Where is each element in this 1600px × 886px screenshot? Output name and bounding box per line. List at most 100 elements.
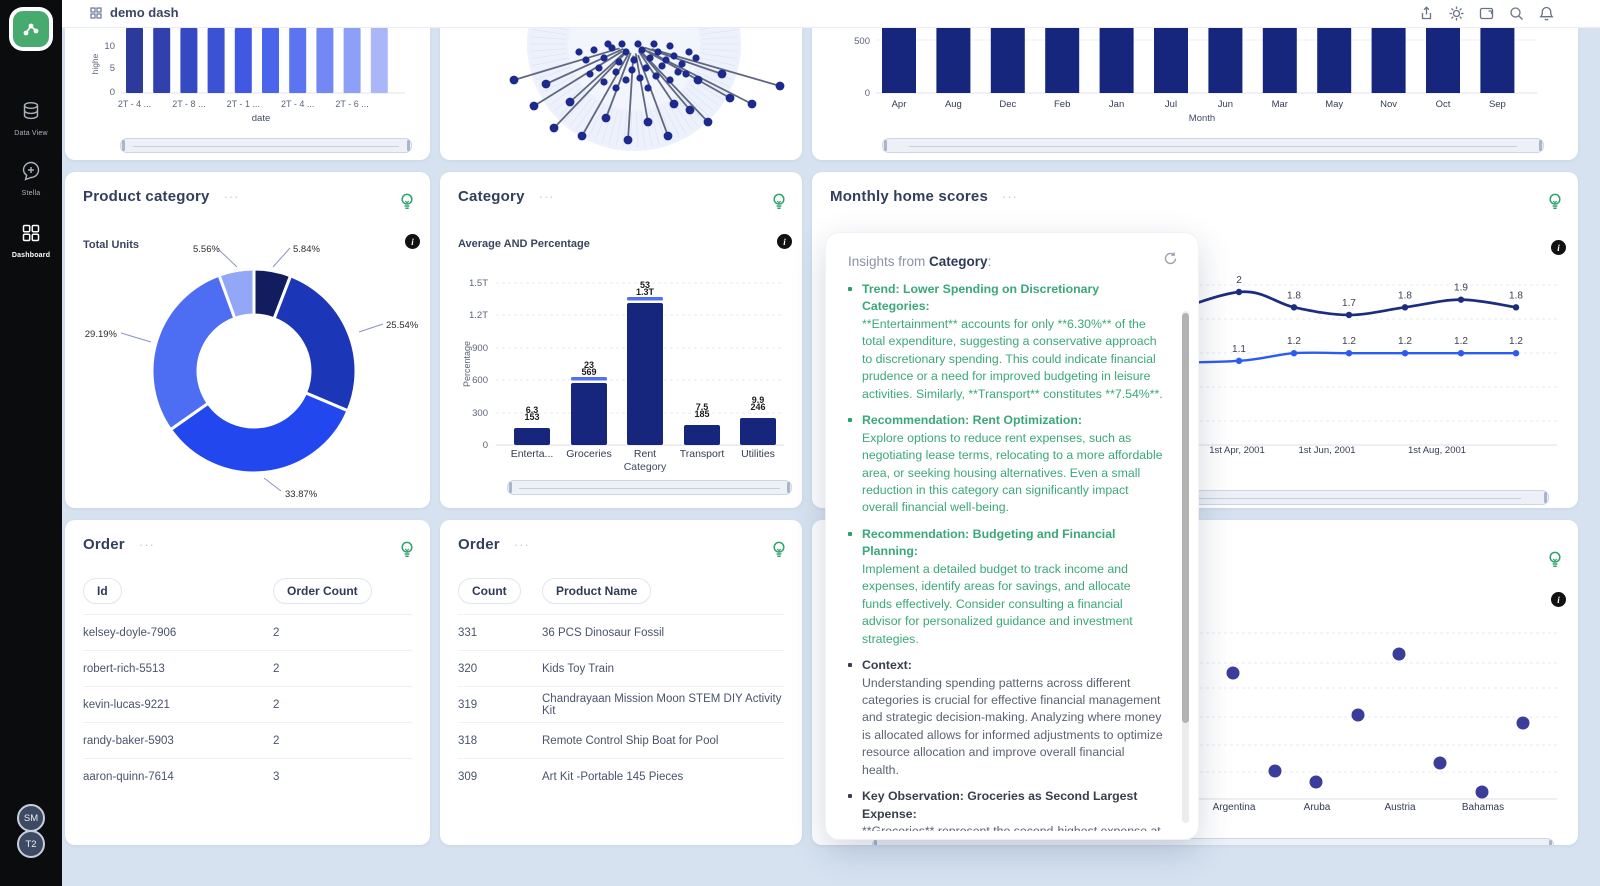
- network-node[interactable]: [612, 68, 620, 76]
- insights-bulb-icon[interactable]: [770, 540, 788, 563]
- bar[interactable]: [370, 28, 388, 93]
- chart-brush[interactable]: [882, 138, 1544, 153]
- settings-gear-icon[interactable]: [1447, 4, 1465, 22]
- data-point[interactable]: [1351, 708, 1365, 722]
- bar[interactable]: [289, 28, 307, 93]
- data-point[interactable]: [1401, 350, 1409, 357]
- network-node[interactable]: [600, 78, 608, 86]
- insights-bulb-icon[interactable]: [1546, 192, 1564, 215]
- card-menu-icon[interactable]: ···: [138, 537, 155, 552]
- network-node[interactable]: [644, 84, 652, 92]
- network-node[interactable]: [666, 42, 674, 50]
- table-row[interactable]: 320 Kids Toy Train: [458, 650, 784, 686]
- chart-brush[interactable]: [120, 138, 412, 153]
- network-node[interactable]: [582, 56, 590, 64]
- network-node[interactable]: [601, 113, 611, 123]
- info-icon[interactable]: i: [1551, 592, 1566, 607]
- donut-slice[interactable]: [217, 267, 256, 321]
- network-node[interactable]: [646, 54, 654, 62]
- table-row[interactable]: robert-rich-5513 2: [83, 650, 412, 686]
- bar[interactable]: [684, 425, 720, 445]
- insights-bulb-icon[interactable]: [1546, 550, 1564, 573]
- table-row[interactable]: aaron-quinn-7614 3: [83, 758, 412, 794]
- network-node[interactable]: [693, 75, 703, 85]
- card-menu-icon[interactable]: ···: [223, 189, 240, 204]
- table-row[interactable]: kelsey-doyle-7906 2: [83, 614, 412, 650]
- column-header[interactable]: Order Count: [273, 578, 372, 604]
- network-node[interactable]: [663, 131, 673, 141]
- insights-bulb-icon[interactable]: [398, 540, 416, 563]
- card-menu-icon[interactable]: ···: [538, 189, 555, 204]
- network-node[interactable]: [658, 62, 666, 70]
- data-point[interactable]: [1512, 350, 1520, 357]
- bar[interactable]: [234, 28, 252, 93]
- network-node[interactable]: [612, 84, 620, 92]
- table-row[interactable]: kevin-lucas-9221 2: [83, 686, 412, 722]
- bar[interactable]: [1045, 28, 1080, 93]
- network-node[interactable]: [725, 93, 735, 103]
- data-point[interactable]: [1392, 647, 1406, 661]
- network-node[interactable]: [638, 46, 646, 54]
- network-node[interactable]: [674, 68, 682, 76]
- bar[interactable]: [153, 28, 171, 93]
- table-row[interactable]: 331 36 PCS Dinosaur Fossil: [458, 614, 784, 650]
- bar[interactable]: [990, 28, 1025, 93]
- donut-slice[interactable]: [168, 390, 350, 475]
- avatar[interactable]: SM: [17, 804, 45, 832]
- app-logo[interactable]: [9, 7, 53, 51]
- network-node[interactable]: [634, 40, 642, 48]
- network-node[interactable]: [509, 75, 519, 85]
- bar[interactable]: [1208, 28, 1243, 93]
- network-node[interactable]: [678, 60, 686, 68]
- donut-slice[interactable]: [150, 273, 237, 432]
- data-point[interactable]: [1345, 350, 1353, 357]
- network-node[interactable]: [586, 70, 594, 78]
- card-menu-icon[interactable]: ···: [1002, 189, 1018, 204]
- network-node[interactable]: [670, 52, 678, 60]
- bar[interactable]: [936, 28, 971, 93]
- network-node[interactable]: [775, 81, 785, 91]
- popup-scrollbar-thumb[interactable]: [1182, 313, 1189, 723]
- chart-brush[interactable]: [507, 480, 792, 495]
- network-node[interactable]: [636, 74, 644, 82]
- table-row[interactable]: 318 Remote Control Ship Boat for Pool: [458, 722, 784, 758]
- network-node[interactable]: [717, 69, 727, 79]
- data-point[interactable]: [1512, 304, 1520, 311]
- notifications-bell-icon[interactable]: [1537, 4, 1555, 22]
- data-point[interactable]: [1475, 785, 1489, 799]
- bar[interactable]: [1154, 28, 1188, 93]
- donut-slice[interactable]: [272, 273, 358, 413]
- fullscreen-icon[interactable]: [1477, 4, 1495, 22]
- info-icon[interactable]: i: [1551, 240, 1566, 255]
- network-node[interactable]: [654, 48, 662, 56]
- network-node[interactable]: [642, 64, 650, 72]
- bar[interactable]: [1480, 28, 1515, 93]
- data-point[interactable]: [1457, 296, 1465, 303]
- data-point[interactable]: [1290, 350, 1298, 357]
- bar[interactable]: [262, 28, 279, 93]
- bar[interactable]: [1099, 28, 1134, 93]
- network-node[interactable]: [669, 99, 679, 109]
- bar[interactable]: [1262, 28, 1297, 93]
- info-icon[interactable]: i: [405, 234, 420, 249]
- column-header[interactable]: Count: [458, 578, 521, 604]
- search-icon[interactable]: [1507, 4, 1525, 22]
- data-point[interactable]: [1516, 716, 1530, 730]
- data-point[interactable]: [1290, 304, 1298, 311]
- bar[interactable]: [627, 303, 663, 445]
- info-icon[interactable]: i: [777, 234, 792, 249]
- bar[interactable]: [514, 428, 550, 445]
- network-node[interactable]: [595, 64, 603, 72]
- network-node[interactable]: [604, 40, 612, 48]
- table-row[interactable]: randy-baker-5903 2: [83, 722, 412, 758]
- data-point[interactable]: [1433, 756, 1447, 770]
- column-header[interactable]: Product Name: [542, 578, 652, 604]
- network-node[interactable]: [623, 135, 633, 145]
- data-point[interactable]: [1457, 350, 1465, 357]
- bar[interactable]: [207, 28, 225, 93]
- table-row[interactable]: 309 Art Kit -Portable 145 Pieces: [458, 758, 784, 794]
- insights-bulb-icon[interactable]: [398, 192, 416, 215]
- network-node[interactable]: [666, 76, 674, 84]
- bar[interactable]: [316, 28, 334, 93]
- data-point[interactable]: [1226, 666, 1240, 680]
